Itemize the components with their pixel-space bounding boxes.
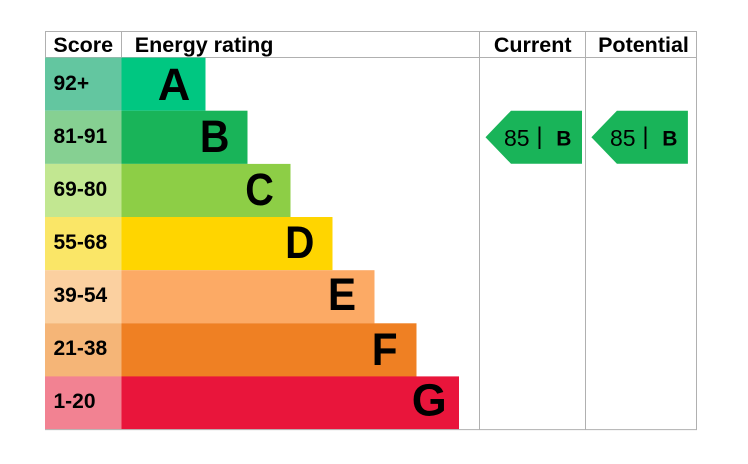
svg-text:D: D <box>285 218 314 268</box>
svg-text:Potential: Potential <box>598 33 689 57</box>
svg-text:39-54: 39-54 <box>54 284 108 307</box>
svg-text:85: 85 <box>610 125 636 151</box>
svg-text:B: B <box>200 112 230 162</box>
svg-text:B: B <box>662 127 677 150</box>
svg-text:Current: Current <box>494 33 572 57</box>
svg-text:|: | <box>642 123 648 150</box>
svg-text:G: G <box>412 375 447 426</box>
svg-text:69-80: 69-80 <box>54 178 108 201</box>
svg-text:81-91: 81-91 <box>54 125 108 148</box>
svg-text:E: E <box>328 270 356 320</box>
svg-text:92+: 92+ <box>54 72 90 95</box>
svg-text:1-20: 1-20 <box>54 390 96 413</box>
svg-text:Score: Score <box>53 33 113 57</box>
svg-text:B: B <box>556 127 571 150</box>
svg-text:55-68: 55-68 <box>54 231 108 254</box>
svg-text:C: C <box>245 165 274 215</box>
svg-text:A: A <box>158 59 191 110</box>
svg-text:21-38: 21-38 <box>54 337 108 360</box>
svg-text:85: 85 <box>504 125 530 151</box>
svg-text:F: F <box>372 325 398 375</box>
svg-text:Energy rating: Energy rating <box>135 33 274 57</box>
svg-text:|: | <box>536 123 542 150</box>
